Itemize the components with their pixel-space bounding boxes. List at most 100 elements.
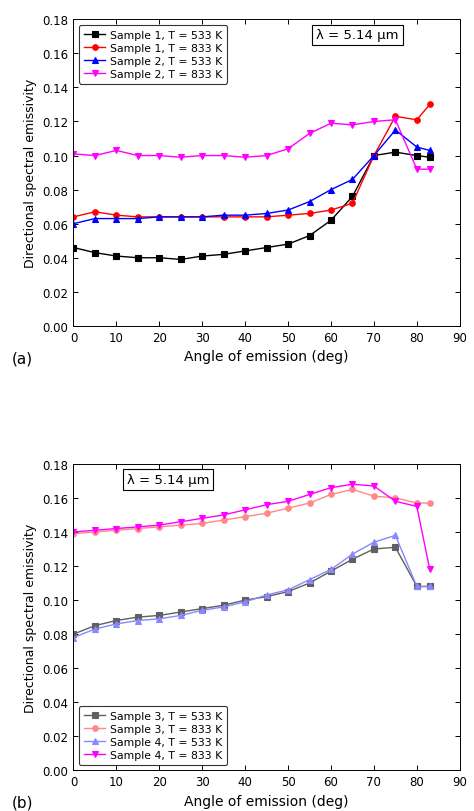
Line: Sample 3, T = 833 K: Sample 3, T = 833 K xyxy=(71,487,432,537)
Sample 2, T = 833 K xyxy=(414,165,419,175)
Sample 2, T = 533 K xyxy=(156,212,162,222)
Sample 1, T = 833 K xyxy=(264,212,269,222)
Sample 4, T = 533 K xyxy=(92,624,98,634)
Sample 4, T = 533 K xyxy=(307,575,312,585)
Line: Sample 2, T = 833 K: Sample 2, T = 833 K xyxy=(71,118,432,173)
Line: Sample 1, T = 533 K: Sample 1, T = 533 K xyxy=(71,150,432,263)
Sample 4, T = 833 K xyxy=(285,497,291,507)
Sample 3, T = 533 K xyxy=(178,607,183,617)
Sample 4, T = 533 K xyxy=(427,581,433,591)
Sample 4, T = 833 K xyxy=(328,483,334,493)
Sample 4, T = 533 K xyxy=(264,590,269,600)
Line: Sample 1, T = 833 K: Sample 1, T = 833 K xyxy=(71,102,432,221)
Sample 1, T = 833 K xyxy=(414,116,419,126)
Sample 4, T = 833 K xyxy=(178,517,183,527)
Sample 2, T = 833 K xyxy=(328,119,334,129)
Y-axis label: Directional spectral emissivity: Directional spectral emissivity xyxy=(24,79,37,268)
Sample 3, T = 533 K xyxy=(350,555,356,564)
Sample 3, T = 833 K xyxy=(200,519,205,529)
Sample 1, T = 533 K xyxy=(307,231,312,241)
Sample 3, T = 533 K xyxy=(328,567,334,577)
Sample 3, T = 833 K xyxy=(264,508,269,518)
Sample 3, T = 833 K xyxy=(114,526,119,535)
Sample 1, T = 533 K xyxy=(221,250,227,260)
Sample 1, T = 533 K xyxy=(200,252,205,262)
Sample 4, T = 833 K xyxy=(264,500,269,510)
Sample 2, T = 533 K xyxy=(285,206,291,216)
Sample 4, T = 533 K xyxy=(242,597,248,607)
Sample 4, T = 533 K xyxy=(135,616,141,625)
Sample 2, T = 833 K xyxy=(156,152,162,161)
Text: (a): (a) xyxy=(12,351,33,366)
Sample 2, T = 533 K xyxy=(114,214,119,224)
Sample 3, T = 833 K xyxy=(307,499,312,508)
Sample 1, T = 833 K xyxy=(242,212,248,222)
Sample 2, T = 833 K xyxy=(135,152,141,161)
Sample 4, T = 533 K xyxy=(392,531,398,541)
Sample 2, T = 533 K xyxy=(392,126,398,135)
Sample 2, T = 833 K xyxy=(242,153,248,163)
Sample 1, T = 533 K xyxy=(264,243,269,253)
Sample 2, T = 533 K xyxy=(350,175,356,185)
Sample 3, T = 833 K xyxy=(427,499,433,508)
Sample 4, T = 533 K xyxy=(328,564,334,574)
Sample 3, T = 533 K xyxy=(392,543,398,552)
Text: λ = 5.14 μm: λ = 5.14 μm xyxy=(316,29,399,42)
Sample 2, T = 833 K xyxy=(427,165,433,175)
Sample 2, T = 833 K xyxy=(71,150,76,160)
Sample 3, T = 533 K xyxy=(414,581,419,591)
Sample 3, T = 533 K xyxy=(371,544,377,554)
Sample 4, T = 833 K xyxy=(414,502,419,512)
Sample 4, T = 533 K xyxy=(350,550,356,560)
Sample 2, T = 833 K xyxy=(285,144,291,154)
Sample 1, T = 533 K xyxy=(328,217,334,226)
Sample 1, T = 833 K xyxy=(114,211,119,221)
Sample 3, T = 833 K xyxy=(350,485,356,495)
Sample 2, T = 833 K xyxy=(221,152,227,161)
Sample 1, T = 533 K xyxy=(414,152,419,161)
Sample 4, T = 833 K xyxy=(71,527,76,537)
Sample 3, T = 533 K xyxy=(285,587,291,597)
Sample 4, T = 833 K xyxy=(392,497,398,507)
Line: Sample 4, T = 833 K: Sample 4, T = 833 K xyxy=(71,482,432,573)
Sample 3, T = 533 K xyxy=(242,595,248,605)
Sample 4, T = 833 K xyxy=(350,480,356,490)
Sample 2, T = 533 K xyxy=(328,186,334,195)
Sample 2, T = 533 K xyxy=(242,211,248,221)
Line: Sample 4, T = 533 K: Sample 4, T = 533 K xyxy=(71,533,432,641)
Sample 1, T = 833 K xyxy=(135,212,141,222)
Sample 1, T = 833 K xyxy=(285,211,291,221)
Sample 2, T = 533 K xyxy=(92,214,98,224)
Sample 4, T = 533 K xyxy=(414,581,419,591)
Sample 2, T = 533 K xyxy=(200,212,205,222)
Sample 2, T = 833 K xyxy=(264,152,269,161)
Legend: Sample 3, T = 533 K, Sample 3, T = 833 K, Sample 4, T = 533 K, Sample 4, T = 833: Sample 3, T = 533 K, Sample 3, T = 833 K… xyxy=(79,706,228,765)
Sample 2, T = 833 K xyxy=(307,130,312,139)
Sample 4, T = 833 K xyxy=(307,490,312,500)
Sample 3, T = 533 K xyxy=(307,578,312,588)
Y-axis label: Directional spectral emissivity: Directional spectral emissivity xyxy=(24,523,37,712)
Sample 1, T = 833 K xyxy=(307,209,312,219)
Sample 4, T = 533 K xyxy=(371,538,377,547)
Sample 1, T = 533 K xyxy=(135,254,141,264)
Sample 2, T = 833 K xyxy=(371,118,377,127)
Sample 2, T = 533 K xyxy=(264,209,269,219)
Sample 4, T = 833 K xyxy=(156,521,162,530)
Sample 1, T = 533 K xyxy=(371,152,377,161)
Sample 2, T = 833 K xyxy=(92,152,98,161)
Sample 3, T = 533 K xyxy=(114,616,119,625)
Sample 4, T = 833 K xyxy=(135,522,141,532)
Sample 3, T = 833 K xyxy=(92,527,98,537)
Sample 3, T = 833 K xyxy=(371,491,377,501)
Sample 3, T = 833 K xyxy=(328,490,334,500)
Sample 1, T = 833 K xyxy=(427,101,433,110)
Sample 3, T = 533 K xyxy=(92,621,98,631)
Sample 3, T = 833 K xyxy=(414,499,419,508)
Sample 1, T = 533 K xyxy=(156,254,162,264)
Sample 2, T = 533 K xyxy=(71,220,76,230)
Sample 1, T = 833 K xyxy=(71,212,76,222)
Sample 3, T = 533 K xyxy=(135,612,141,622)
Sample 4, T = 533 K xyxy=(178,611,183,620)
Text: λ = 5.14 μm: λ = 5.14 μm xyxy=(127,474,210,487)
Sample 1, T = 833 K xyxy=(350,200,356,209)
